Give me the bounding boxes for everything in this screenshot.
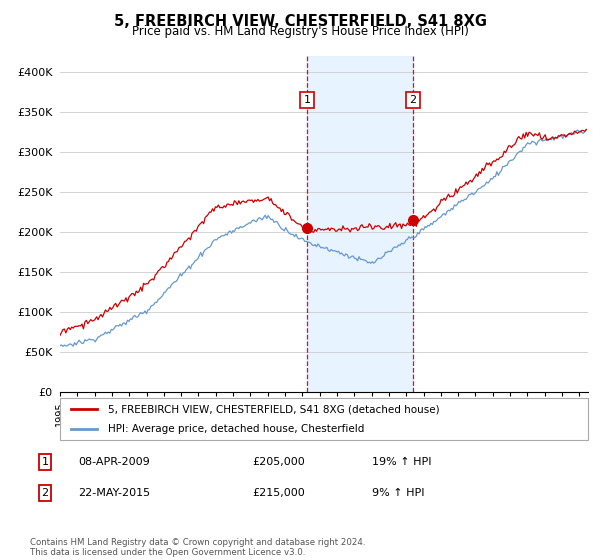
Polygon shape bbox=[307, 56, 413, 392]
FancyBboxPatch shape bbox=[60, 398, 588, 440]
Text: 08-APR-2009: 08-APR-2009 bbox=[78, 457, 150, 467]
Text: 5, FREEBIRCH VIEW, CHESTERFIELD, S41 8XG (detached house): 5, FREEBIRCH VIEW, CHESTERFIELD, S41 8XG… bbox=[107, 404, 439, 414]
Text: 5, FREEBIRCH VIEW, CHESTERFIELD, S41 8XG: 5, FREEBIRCH VIEW, CHESTERFIELD, S41 8XG bbox=[113, 14, 487, 29]
Text: 1: 1 bbox=[41, 457, 49, 467]
Text: 2: 2 bbox=[409, 95, 416, 105]
Text: 22-MAY-2015: 22-MAY-2015 bbox=[78, 488, 150, 498]
Text: 2: 2 bbox=[41, 488, 49, 498]
Text: 19% ↑ HPI: 19% ↑ HPI bbox=[372, 457, 431, 467]
Text: HPI: Average price, detached house, Chesterfield: HPI: Average price, detached house, Ches… bbox=[107, 424, 364, 434]
Text: 9% ↑ HPI: 9% ↑ HPI bbox=[372, 488, 425, 498]
Text: 1: 1 bbox=[304, 95, 311, 105]
Text: £205,000: £205,000 bbox=[252, 457, 305, 467]
Text: Price paid vs. HM Land Registry's House Price Index (HPI): Price paid vs. HM Land Registry's House … bbox=[131, 25, 469, 38]
Text: Contains HM Land Registry data © Crown copyright and database right 2024.
This d: Contains HM Land Registry data © Crown c… bbox=[30, 538, 365, 557]
Text: £215,000: £215,000 bbox=[252, 488, 305, 498]
